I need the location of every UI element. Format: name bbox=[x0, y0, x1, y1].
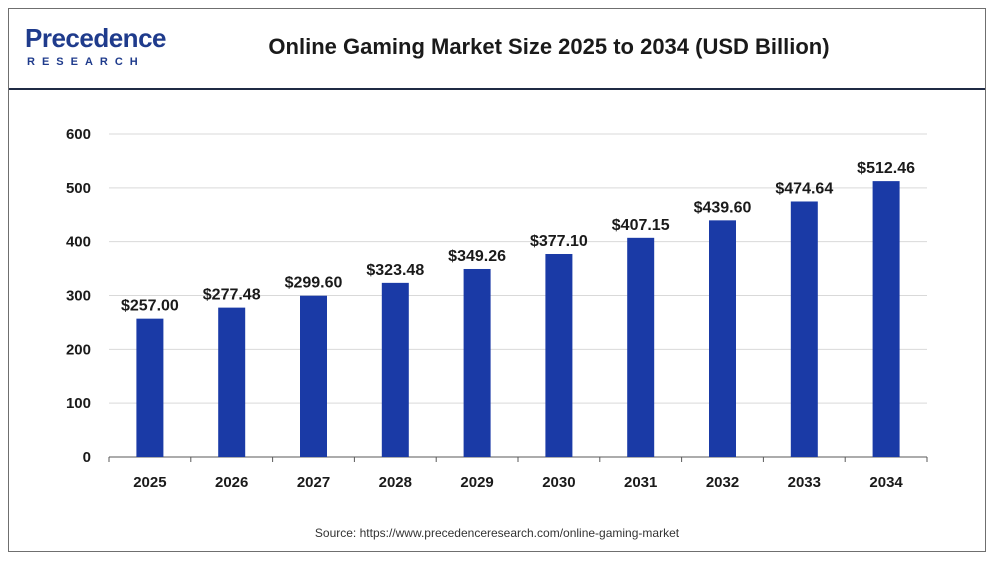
logo-subtitle: RESEARCH bbox=[27, 56, 145, 68]
x-tick-label: 2026 bbox=[215, 474, 248, 491]
x-tick-label: 2034 bbox=[869, 474, 903, 491]
bar bbox=[872, 181, 900, 457]
data-label: $349.26 bbox=[448, 248, 506, 265]
data-label: $323.48 bbox=[366, 262, 424, 279]
bar bbox=[136, 318, 164, 457]
bar bbox=[545, 253, 573, 457]
source-note: Source: https://www.precedenceresearch.c… bbox=[314, 526, 680, 540]
data-label: $512.46 bbox=[857, 160, 915, 177]
y-tick-label: 400 bbox=[66, 234, 91, 251]
data-label: $257.00 bbox=[121, 298, 179, 315]
bar-chart: 0 100 200 300 400 500 600 $257.00 2025 $277.48 202… bbox=[66, 126, 928, 491]
x-tick-label: 2027 bbox=[297, 474, 330, 491]
y-tick-label: 300 bbox=[66, 288, 91, 305]
x-tick-label: 2028 bbox=[379, 474, 412, 491]
x-tick-label: 2031 bbox=[624, 474, 657, 491]
data-label: $474.64 bbox=[775, 180, 833, 197]
x-tick-label: 2033 bbox=[788, 474, 821, 491]
bar bbox=[218, 307, 246, 457]
y-tick-label: 500 bbox=[66, 180, 91, 197]
bar bbox=[790, 201, 818, 457]
bar bbox=[381, 282, 409, 457]
data-label: $299.60 bbox=[285, 275, 343, 292]
x-tick-label: 2030 bbox=[542, 474, 575, 491]
chart-header: Precedence RESEARCH Online Gaming Market… bbox=[9, 9, 985, 90]
y-tick-label: 0 bbox=[83, 449, 91, 466]
y-tick-label: 100 bbox=[66, 395, 91, 412]
header-divider bbox=[9, 88, 985, 90]
bar bbox=[627, 237, 655, 457]
y-tick-label: 600 bbox=[66, 126, 91, 143]
x-tick-label: 2029 bbox=[460, 474, 493, 491]
bar bbox=[463, 268, 491, 457]
brand-logo: Precedence RESEARCH bbox=[25, 23, 175, 77]
data-label: $377.10 bbox=[530, 233, 588, 250]
data-label: $407.15 bbox=[612, 217, 670, 234]
data-label: $277.48 bbox=[203, 287, 261, 304]
data-label: $439.60 bbox=[694, 199, 752, 216]
logo-wordmark: Precedence bbox=[25, 23, 166, 53]
bar bbox=[709, 220, 736, 457]
x-tick-label: 2032 bbox=[706, 474, 739, 491]
x-tick-label: 2025 bbox=[133, 474, 166, 491]
chart-title: Online Gaming Market Size 2025 to 2034 (… bbox=[268, 34, 830, 59]
y-tick-label: 200 bbox=[66, 341, 91, 358]
bar bbox=[300, 295, 327, 457]
chart-frame: Precedence RESEARCH Online Gaming Market… bbox=[8, 8, 986, 552]
